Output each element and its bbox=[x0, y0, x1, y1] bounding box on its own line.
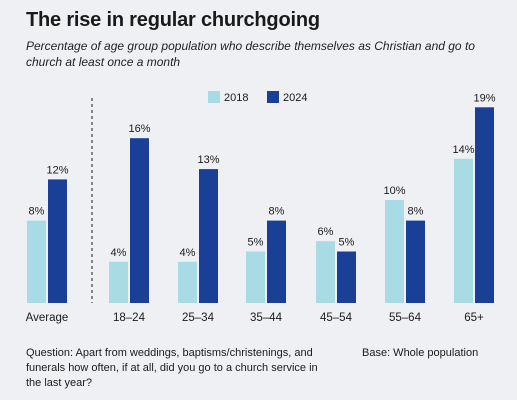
bar-2024-1 bbox=[130, 138, 149, 303]
bar-value-label-2018-5: 10% bbox=[383, 185, 405, 197]
base-note: Base: Whole population bbox=[362, 347, 479, 359]
question-footnote: Question: Apart from weddings, baptisms/… bbox=[26, 347, 318, 389]
bar-value-label-2018-1: 4% bbox=[111, 247, 127, 259]
bar-2018-4 bbox=[316, 241, 335, 303]
category-label-4: 45–54 bbox=[320, 312, 353, 324]
bar-2018-6 bbox=[454, 158, 473, 303]
category-label-1: 18–24 bbox=[113, 312, 146, 324]
bar-2018-3 bbox=[246, 251, 265, 303]
bar-value-label-2018-2: 4% bbox=[180, 247, 196, 259]
bar-value-label-2018-0: 8% bbox=[29, 206, 45, 218]
bar-value-label-2024-1: 16% bbox=[128, 123, 150, 135]
bar-value-label-2018-6: 14% bbox=[452, 144, 474, 156]
category-label-3: 35–44 bbox=[250, 312, 283, 324]
bar-value-label-2024-0: 12% bbox=[46, 164, 68, 176]
bar-2018-1 bbox=[109, 261, 128, 303]
bar-value-label-2024-2: 13% bbox=[197, 154, 219, 166]
bar-2018-2 bbox=[178, 261, 197, 303]
bar-2024-5 bbox=[406, 220, 425, 303]
bar-2024-6 bbox=[475, 107, 494, 303]
bar-value-label-2024-6: 19% bbox=[473, 92, 495, 104]
bar-value-label-2024-4: 5% bbox=[339, 237, 355, 249]
bar-2024-3 bbox=[267, 220, 286, 303]
legend-swatch-2018 bbox=[208, 91, 220, 103]
bar-value-label-2024-5: 8% bbox=[408, 206, 424, 218]
bar-2018-5 bbox=[385, 200, 404, 303]
category-label-6: 65+ bbox=[464, 312, 484, 324]
bar-2024-0 bbox=[48, 179, 67, 303]
bar-2024-4 bbox=[337, 251, 356, 303]
bar-value-label-2018-4: 6% bbox=[318, 226, 334, 238]
bar-value-label-2018-3: 5% bbox=[248, 237, 264, 249]
legend-label-2018: 2018 bbox=[224, 92, 248, 104]
chart-title: The rise in regular churchgoing bbox=[26, 9, 320, 31]
chart-subtitle: Percentage of age group population who d… bbox=[26, 39, 475, 69]
category-label-5: 55–64 bbox=[389, 312, 422, 324]
bar-2018-0 bbox=[27, 220, 46, 303]
category-label-0: Average bbox=[26, 312, 69, 324]
bar-value-label-2024-3: 8% bbox=[269, 206, 285, 218]
bar-2024-2 bbox=[199, 169, 218, 303]
legend-label-2024: 2024 bbox=[283, 92, 307, 104]
category-label-2: 25–34 bbox=[182, 312, 215, 324]
legend-swatch-2024 bbox=[267, 91, 279, 103]
